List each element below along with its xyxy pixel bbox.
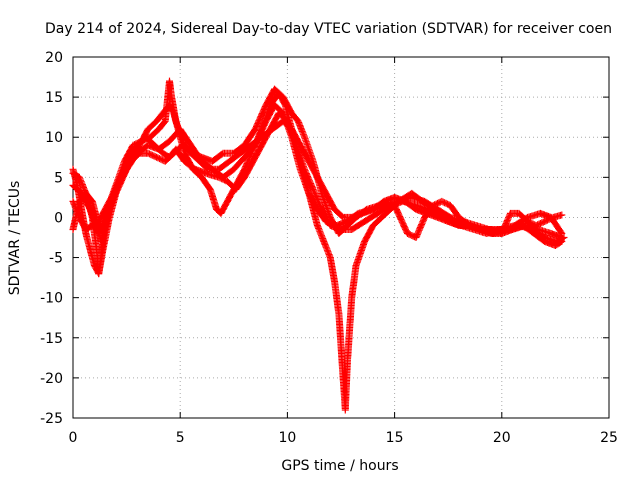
x-axis-label: GPS time / hours [281, 458, 398, 474]
x-tick-label: 20 [493, 430, 511, 446]
y-tick-label: 5 [54, 170, 63, 186]
x-tick-label: 25 [600, 430, 618, 446]
y-tick-label: 10 [45, 130, 63, 146]
data-series [69, 77, 568, 414]
y-tick-label: -15 [40, 331, 63, 347]
x-tick-label: 10 [278, 430, 296, 446]
y-tick-label: -20 [40, 371, 63, 387]
chart-title: Day 214 of 2024, Sidereal Day-to-day VTE… [45, 21, 612, 37]
series-track-5 [69, 77, 566, 241]
x-tick-label: 0 [69, 430, 78, 446]
y-tick-label: -10 [40, 291, 63, 307]
y-tick-label: -25 [40, 411, 63, 427]
y-tick-label: 0 [54, 210, 63, 226]
y-tick-label: -5 [49, 251, 63, 267]
y-axis-label: SDTVAR / TECUs [7, 181, 23, 296]
axis-ticks: 0 5 10 15 20 25 -25 -20 -15 -10 -5 0 5 10 15 20 [40, 50, 618, 446]
plot-frame [72, 56, 610, 419]
x-tick-label: 5 [176, 430, 185, 446]
series-markers [69, 77, 566, 241]
x-tick-label: 15 [386, 430, 404, 446]
y-tick-label: 20 [45, 50, 63, 66]
y-tick-label: 15 [45, 90, 63, 106]
